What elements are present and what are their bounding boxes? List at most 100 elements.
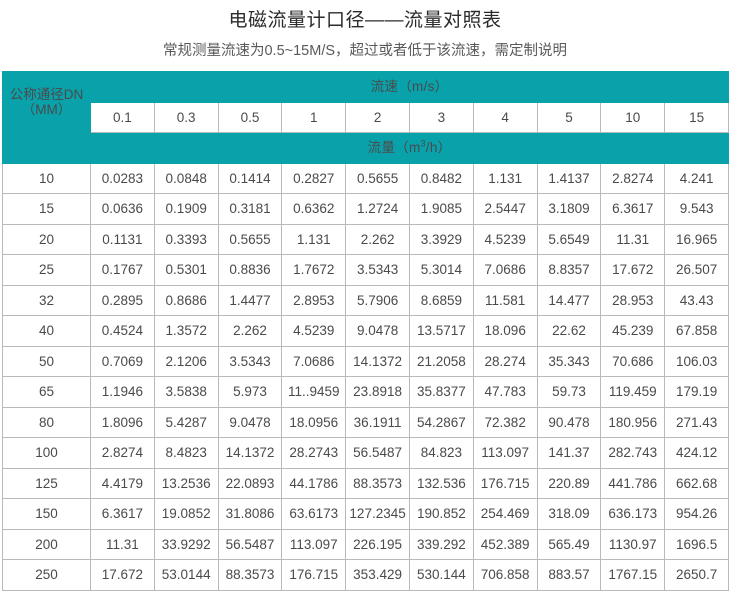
flow-value-cell: 271.43 xyxy=(664,406,730,438)
flow-value-cell: 113.097 xyxy=(472,437,538,469)
table-row: 125 4.4179 13.2536 22.0893 44.1786 88.3573 132… xyxy=(2,467,730,499)
flow-value-cell: 662.68 xyxy=(664,467,730,499)
flow-value-cell: 1.4477 xyxy=(217,284,283,316)
dn-cell: 32 xyxy=(2,284,91,316)
flow-value-cell: 14.477 xyxy=(536,284,602,316)
dn-cell: 50 xyxy=(2,345,91,377)
table-row: 65 1.1946 3.5838 5.973 11..9459 23.8918 35.837… xyxy=(2,376,730,408)
flow-value-cell: 5.4287 xyxy=(153,406,219,438)
flow-value-cell: 0.1909 xyxy=(153,193,219,225)
flow-value-cell: 6.3617 xyxy=(90,498,155,530)
flow-value-cell: 180.956 xyxy=(600,406,666,438)
flow-value-cell: 6.3617 xyxy=(600,193,666,225)
flow-value-cell: 4.5239 xyxy=(472,223,538,255)
flow-value-cell: 43.43 xyxy=(664,284,730,316)
flow-value-cell: 339.292 xyxy=(408,528,474,560)
table-head: 公称通径DN （MM） 流速（m/s） 0.1 0.3 0.5 1 2 3 4 … xyxy=(2,71,730,164)
velocity-header-9: 15 xyxy=(664,101,730,133)
flow-group-label-exponent: 3 xyxy=(420,138,426,149)
table-row: 10 0.0283 0.0848 0.1414 0.2827 0.5655 0.8482 1.… xyxy=(2,162,730,194)
flow-value-cell: 18.0956 xyxy=(281,406,347,438)
flow-value-cell: 17.672 xyxy=(600,254,666,286)
flow-value-cell: 2.8274 xyxy=(90,437,155,469)
velocity-header-1: 0.3 xyxy=(153,101,219,133)
flow-group-header: 流量（m3/h） xyxy=(89,132,730,164)
flow-value-cell: 0.2895 xyxy=(90,284,155,316)
flow-value-cell: 16.965 xyxy=(664,223,730,255)
flow-value-cell: 1696.5 xyxy=(664,528,730,560)
flow-value-cell: 2.262 xyxy=(217,315,283,347)
dn-cell: 100 xyxy=(2,437,91,469)
flow-value-cell: 1.4137 xyxy=(536,162,602,194)
header-row-velocity-group: 公称通径DN （MM） 流速（m/s） xyxy=(2,71,730,133)
flow-group-label-prefix: 流量（m xyxy=(367,140,421,156)
dn-cell: 250 xyxy=(2,559,91,591)
flow-value-cell: 353.429 xyxy=(345,559,410,591)
flow-value-cell: 7.0686 xyxy=(281,345,347,377)
flow-value-cell: 9.543 xyxy=(664,193,730,225)
flow-value-cell: 176.715 xyxy=(281,559,347,591)
flow-value-cell: 59.73 xyxy=(536,376,602,408)
flow-value-cell: 18.096 xyxy=(472,315,538,347)
flow-value-cell: 44.1786 xyxy=(281,467,347,499)
flow-value-cell: 5.6549 xyxy=(536,223,602,255)
flow-value-cell: 441.786 xyxy=(600,467,666,499)
flow-value-cell: 72.382 xyxy=(472,406,538,438)
flow-value-cell: 22.0893 xyxy=(217,467,283,499)
flow-value-cell: 11..9459 xyxy=(281,376,347,408)
velocity-header-2: 0.5 xyxy=(217,101,283,133)
flow-value-cell: 2650.7 xyxy=(664,559,730,591)
flow-value-cell: 36.1911 xyxy=(345,406,410,438)
table-row: 20 0.1131 0.3393 0.5655 1.131 2.262 3.3929 4.52… xyxy=(2,223,730,255)
dn-cell: 40 xyxy=(2,315,91,347)
flow-value-cell: 45.239 xyxy=(600,315,666,347)
flow-value-cell: 4.4179 xyxy=(90,467,155,499)
flow-value-cell: 11.31 xyxy=(90,528,155,560)
flow-value-cell: 28.2743 xyxy=(281,437,347,469)
velocity-header-5: 3 xyxy=(408,101,474,133)
flow-value-cell: 1.1946 xyxy=(90,376,155,408)
flow-value-cell: 1.3572 xyxy=(153,315,219,347)
flow-value-cell: 254.469 xyxy=(472,498,538,530)
flow-group-spacer xyxy=(2,132,91,164)
flow-value-cell: 47.783 xyxy=(472,376,538,408)
flow-value-cell: 0.0283 xyxy=(90,162,155,194)
velocity-header-4: 2 xyxy=(345,101,410,133)
flow-value-cell: 0.3393 xyxy=(153,223,219,255)
flow-value-cell: 0.0636 xyxy=(90,193,155,225)
flow-value-cell: 13.5717 xyxy=(408,315,474,347)
flow-value-cell: 530.144 xyxy=(408,559,474,591)
flow-value-cell: 2.262 xyxy=(345,223,410,255)
velocity-header-7: 5 xyxy=(536,101,602,133)
flow-value-cell: 5.7906 xyxy=(345,284,410,316)
flow-value-cell: 1.131 xyxy=(472,162,538,194)
dn-header-line1: 公称通径DN xyxy=(9,87,84,102)
flow-value-cell: 67.858 xyxy=(664,315,730,347)
table-container: 公称通径DN （MM） 流速（m/s） 0.1 0.3 0.5 1 2 3 4 … xyxy=(0,71,730,591)
header-row-velocity-values: 0.1 0.3 0.5 1 2 3 4 5 10 15 xyxy=(3,101,730,133)
flow-value-cell: 54.2867 xyxy=(408,406,474,438)
flow-value-cell: 0.1414 xyxy=(217,162,283,194)
dn-cell: 125 xyxy=(2,467,91,499)
dn-header-line2: （MM） xyxy=(21,102,72,117)
table-row: 250 17.672 53.0144 88.3573 176.715 353.429 530… xyxy=(2,559,730,591)
table-row: 100 2.8274 8.4823 14.1372 28.2743 56.5487 84.8… xyxy=(2,437,730,469)
flow-value-cell: 31.8086 xyxy=(217,498,283,530)
flow-comparison-table: 公称通径DN （MM） 流速（m/s） 0.1 0.3 0.5 1 2 3 4 … xyxy=(2,71,730,591)
flow-value-cell: 2.8274 xyxy=(600,162,666,194)
flow-value-cell: 1.131 xyxy=(281,223,347,255)
table-row: 32 0.2895 0.8686 1.4477 2.8953 5.7906 8.6859 11… xyxy=(2,284,730,316)
flow-value-cell: 0.7069 xyxy=(90,345,155,377)
flow-value-cell: 0.5655 xyxy=(345,162,410,194)
flow-value-cell: 7.0686 xyxy=(472,254,538,286)
flow-value-cell: 35.8377 xyxy=(408,376,474,408)
dn-cell: 150 xyxy=(2,498,91,530)
flow-value-cell: 2.5447 xyxy=(472,193,538,225)
flow-value-cell: 8.6859 xyxy=(408,284,474,316)
flow-value-cell: 1.2724 xyxy=(345,193,410,225)
flow-value-cell: 53.0144 xyxy=(153,559,219,591)
flow-value-cell: 22.62 xyxy=(536,315,602,347)
flow-value-cell: 190.852 xyxy=(408,498,474,530)
flow-value-cell: 1.8096 xyxy=(90,406,155,438)
